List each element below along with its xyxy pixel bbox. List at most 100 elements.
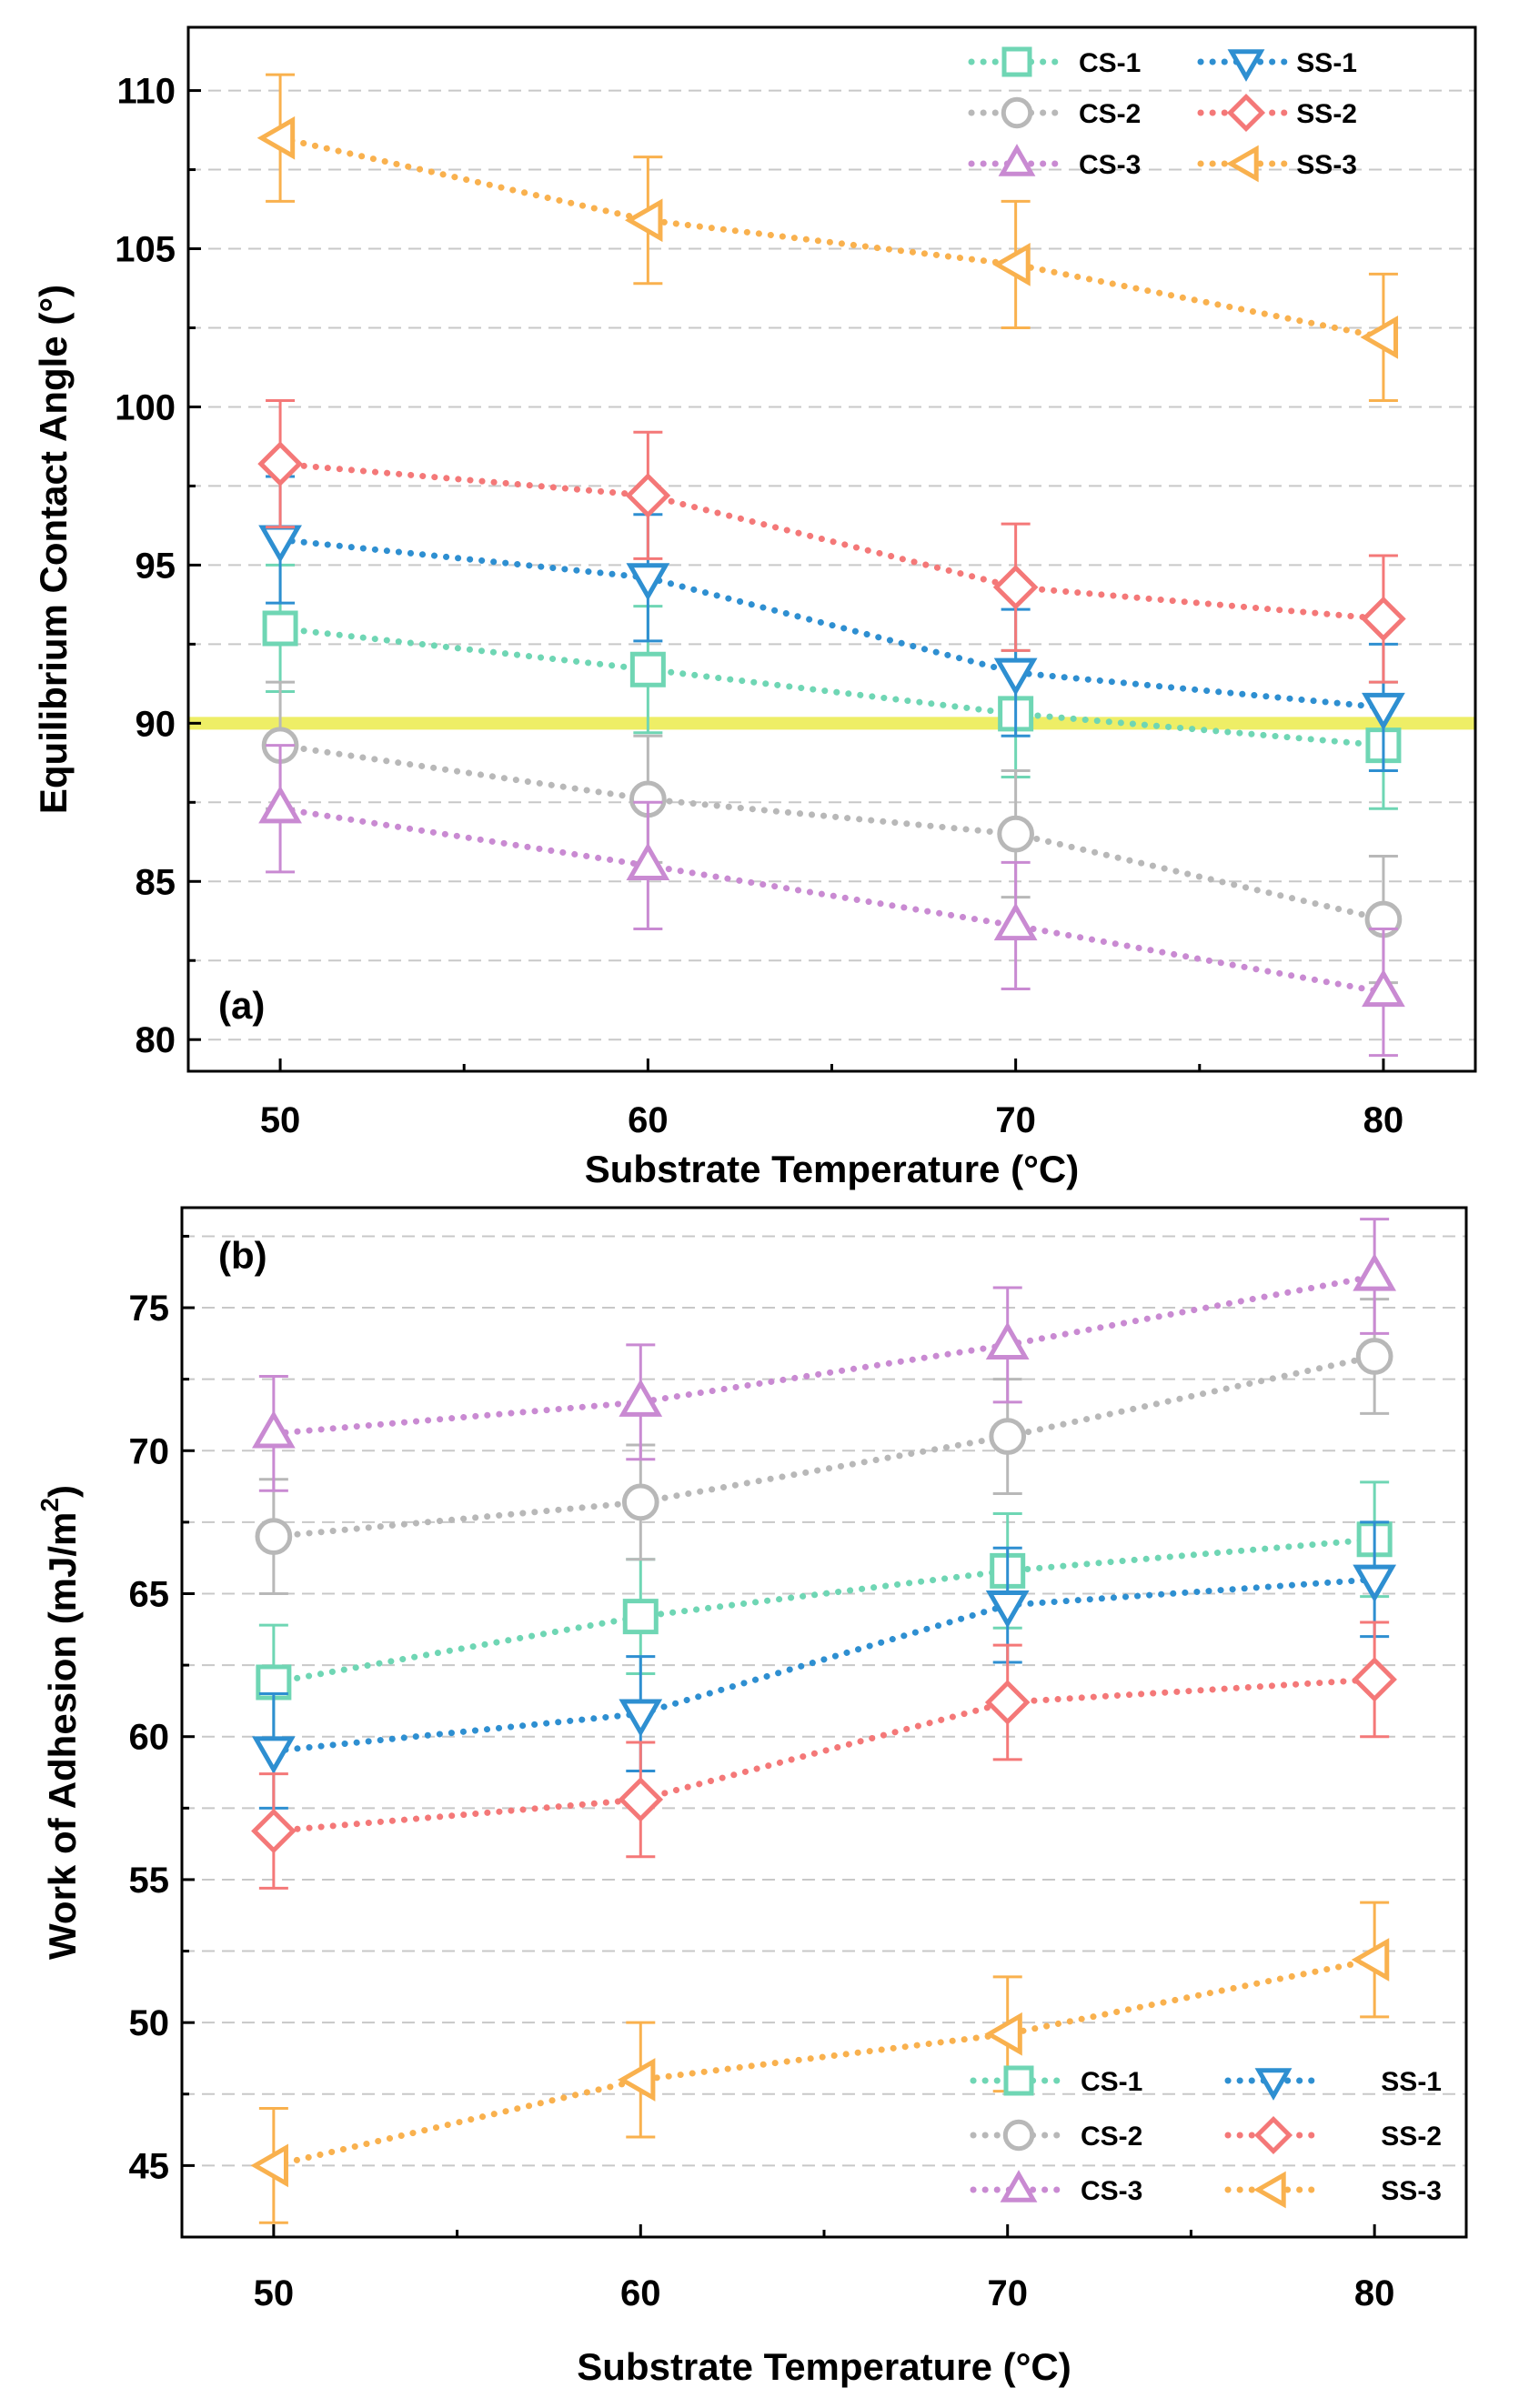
panel-b-ss-3-point: [984, 2012, 1022, 2056]
panel-a-y-tick-label: 85: [136, 862, 176, 902]
panel-b-ss-2-point: [1352, 1657, 1397, 1702]
panel-b-cs-2-point: [1355, 1338, 1393, 1375]
panel-b-ss-3-point: [250, 2143, 288, 2188]
panel-b-ss-1-point: [251, 1736, 296, 1774]
panel-a-x-tick-label: 70: [995, 1100, 1036, 1140]
panel-a-x-tick-label: 60: [628, 1100, 669, 1140]
panel-b-y-tick-label: 60: [129, 1718, 170, 1758]
panel-a-ss-2-point: [625, 473, 671, 518]
panel-a-ss-1-point: [993, 657, 1038, 697]
panel-b-x-axis-title: Substrate Temperature (°C): [577, 2345, 1071, 2388]
panel-b-cs-3-point: [619, 1379, 663, 1417]
panel-a-y-tick-label: 100: [115, 387, 176, 427]
panel-a-label: (a): [218, 984, 265, 1027]
panel-b-cs-3-line: [270, 1272, 1378, 1437]
panel-a-cs-3-point: [993, 902, 1038, 941]
panel-b-cs-1-point: [622, 1599, 659, 1635]
panel-a-cs-3-point: [258, 785, 302, 824]
panel-b-legend-item-ss-3: SS-3: [1224, 2171, 1442, 2209]
panel-b-series-cs-3: [251, 1218, 1397, 1492]
panel-b-y-title-superscript: 2: [35, 1498, 64, 1512]
panel-a-ss-1-point: [626, 563, 670, 601]
panel-a-legend-ss-2-label: SS-2: [1296, 99, 1357, 129]
panel-b-series-ss-3: [250, 1901, 1390, 2224]
panel-b-cs-1-point: [256, 1664, 292, 1701]
panel-a-y-tick-label: 105: [115, 230, 176, 270]
panel-b-ss-3-line: [270, 1956, 1378, 2169]
panel-a-cs-3-point: [1362, 968, 1405, 1008]
panel-a-legend-cs-2-marker: [1001, 96, 1033, 129]
panel-b-legend-item-ss-2: SS-2: [1224, 2115, 1442, 2155]
panel-b-y-tick-label: 75: [129, 1289, 170, 1329]
panel-b-cs-2-line: [270, 1353, 1378, 1540]
panel-b-legend-ss-1-label: SS-1: [1381, 2067, 1442, 2097]
panel-b-series-ss-1: [251, 1520, 1397, 1810]
panel-a-y-tick-label: 110: [116, 72, 176, 112]
panel-a-y-tick-label: 90: [136, 704, 176, 744]
panel-b-legend-cs-2-label: CS-2: [1081, 2122, 1142, 2152]
panel-b-y-axis-title: Work of Adhesion (mJ/m2): [35, 1485, 84, 1960]
panel-b-cs-2-point: [255, 1518, 293, 1555]
panel-b-legend-item-cs-1: CS-1: [970, 2065, 1142, 2097]
panel-a-ss-1-point: [1362, 692, 1405, 731]
panel-a-legend-ss-2-marker: [1226, 93, 1266, 133]
panel-a-ss-2-point: [257, 441, 303, 487]
panel-a-legend-cs-1-label: CS-1: [1079, 48, 1141, 78]
panel-b-ss-2-line: [270, 1676, 1378, 1834]
panel-b-legend-cs-3-label: CS-3: [1081, 2176, 1142, 2206]
panel-b-legend-cs-1-marker: [1003, 2065, 1034, 2096]
panel-b-cs-3-point: [985, 1321, 1030, 1360]
panel-b-y-title-main: Work of Adhesion (mJ/m: [41, 1512, 84, 1960]
panel-a-legend-item-cs-1: CS-1: [968, 46, 1141, 78]
panel-a-ss-1-line: [277, 537, 1387, 711]
panel-a-legend-ss-3-label: SS-3: [1296, 150, 1357, 180]
panel-a-cs-2-line: [277, 742, 1387, 923]
panel-a-ss-3-point: [992, 243, 1031, 286]
panel-b-legend-ss-1-marker: [1254, 2068, 1293, 2101]
panel-b-legend-item-cs-3: CS-3: [970, 2170, 1142, 2206]
panel-a-ss-3-point: [1360, 316, 1399, 359]
panel-b-ss-3-point: [1351, 1938, 1390, 1982]
panel-a-x-axis-title: Substrate Temperature (°C): [585, 1148, 1079, 1190]
panel-b-x-tick-label: 60: [620, 2273, 661, 2313]
panel-a-series-ss-2: [257, 398, 1406, 684]
panel-b-axes: 45 50 55 60 65 70 75 50 60 70 80: [129, 1234, 1395, 2313]
panel-a-legend-ss-1-marker: [1227, 49, 1265, 82]
panel-b-legend-ss-2-label: SS-2: [1381, 2122, 1442, 2152]
panel-b-legend: CS-1 SS-1 CS-2 SS-2 CS-3 SS-3: [970, 2065, 1442, 2209]
panel-b-legend-item-cs-2: CS-2: [970, 2119, 1142, 2152]
panel-a-axes: 80 85 90 95 100 105 110 50 60 70 80: [115, 72, 1403, 1140]
panel-b-cs-2-point: [621, 1483, 659, 1521]
panel-a-legend-ss-3-marker: [1226, 145, 1259, 183]
panel-a-ss-3-point: [624, 198, 663, 243]
panel-b-legend-cs-3-marker: [1000, 2170, 1038, 2202]
panel-a-legend: CS-1 SS-1 CS-2 SS-2 CS-3 SS-3: [968, 46, 1357, 183]
panel-b-y-tick-label: 65: [129, 1575, 170, 1615]
panel-a-legend-item-ss-2: SS-2: [1197, 93, 1357, 133]
panel-a-series: [257, 73, 1406, 1058]
panel-a-cs-2-point: [997, 815, 1034, 853]
panel-b-x-tick-label: 80: [1354, 2273, 1395, 2313]
panel-a-series-cs-1: [262, 563, 1402, 810]
panel-a-cs-1-point: [629, 651, 666, 687]
panel-b-ss-2-point: [618, 1777, 664, 1822]
panel-a-legend-item-cs-3: CS-3: [968, 144, 1141, 180]
panel-b-x-tick-label: 50: [254, 2273, 295, 2313]
panel-b-legend-cs-1-label: CS-1: [1081, 2067, 1142, 2097]
panel-b-y-tick-label: 55: [129, 1861, 170, 1901]
panel-b-ss-1-line: [270, 1576, 1378, 1754]
panel-b-cs-2-point: [989, 1418, 1027, 1455]
panel-b-ss-2-point: [251, 1808, 297, 1854]
panel-b-series-cs-2: [255, 1298, 1393, 1595]
panel-b-label: (b): [218, 1234, 267, 1277]
panel-b-ss-1-point: [619, 1699, 663, 1737]
panel-a-contact-angle: 80 85 90 95 100 105 110 50 60 70 80 (a) Substrate …: [32, 25, 1477, 1190]
panel-a-cs-3-line: [277, 805, 1387, 996]
panel-a-ss-2-point: [1361, 596, 1406, 642]
panel-b-legend-ss-3-marker: [1253, 2171, 1286, 2209]
panel-a-plot-frame: [186, 25, 1477, 1073]
panel-b-cs-3-point: [251, 1410, 296, 1449]
panel-a-x-tick-label: 80: [1363, 1100, 1404, 1140]
panel-b-series-ss-2: [251, 1620, 1397, 1890]
